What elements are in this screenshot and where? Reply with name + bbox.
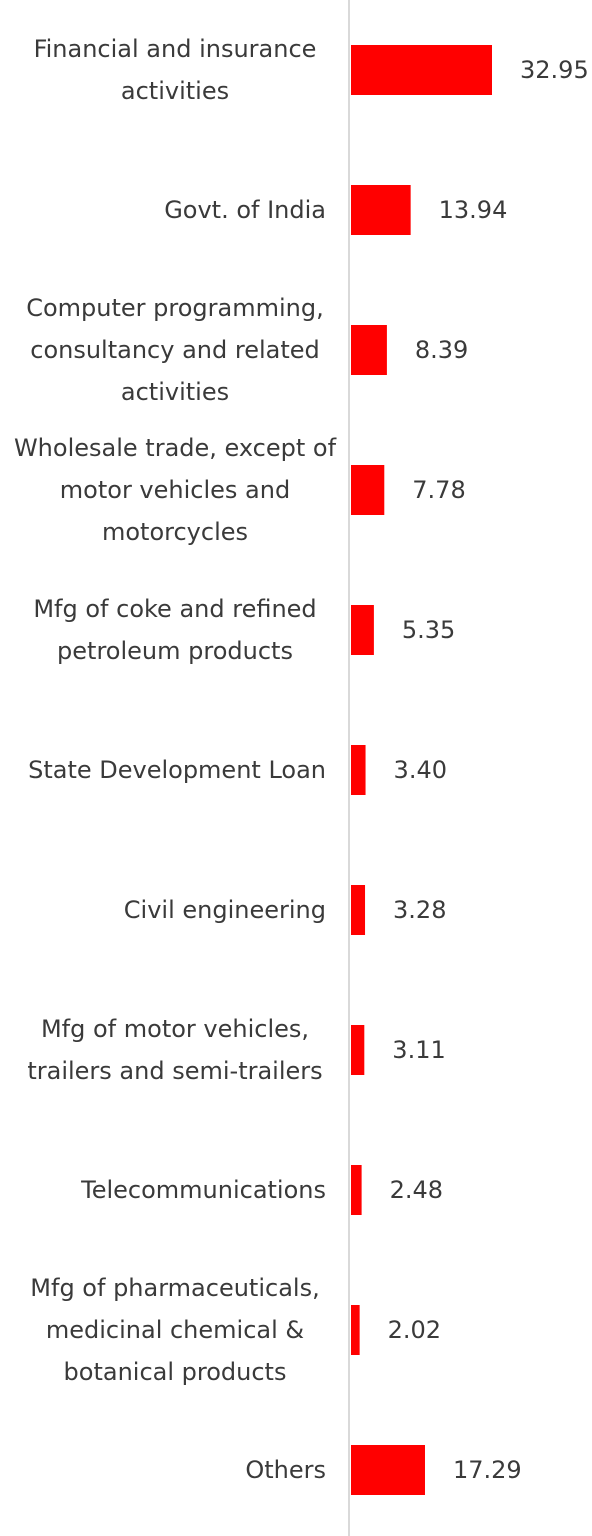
category-label: botanical products [64, 1358, 287, 1386]
bar [351, 1025, 365, 1075]
value-label: 2.02 [388, 1316, 441, 1344]
bar [351, 1305, 360, 1355]
bars-group [351, 45, 492, 1495]
bar [351, 1445, 425, 1495]
bar [351, 465, 385, 515]
category-labels-group: Financial and insurance activities Govt. o… [14, 35, 337, 1484]
bar [351, 605, 374, 655]
value-label: 3.28 [393, 896, 446, 924]
category-label: Others [245, 1456, 326, 1484]
category-label: petroleum products [57, 637, 293, 665]
value-labels-group: 32.95 13.94 8.39 7.78 5.35 3.40 3.28 3.11 2.48 2.… [388, 56, 589, 1484]
bar [351, 185, 411, 235]
category-label: Financial and insurance [34, 35, 317, 63]
value-label: 17.29 [453, 1456, 522, 1484]
value-label: 32.95 [520, 56, 589, 84]
category-label: Telecommunications [80, 1176, 326, 1204]
value-label: 13.94 [439, 196, 508, 224]
category-label: Computer programming, [26, 294, 324, 322]
value-label: 7.78 [412, 476, 465, 504]
value-label: 3.40 [394, 756, 447, 784]
category-label: Civil engineering [124, 896, 326, 924]
category-label: Mfg of pharmaceuticals, [30, 1274, 319, 1302]
bar [351, 745, 366, 795]
category-label: activities [121, 378, 229, 406]
value-label: 8.39 [415, 336, 468, 364]
bar [351, 45, 492, 95]
category-label: Mfg of motor vehicles, [41, 1015, 309, 1043]
category-label: consultancy and related [30, 336, 320, 364]
bar [351, 1165, 362, 1215]
category-label: Mfg of coke and refined [33, 595, 316, 623]
category-label: trailers and semi-trailers [27, 1057, 322, 1085]
category-label: activities [121, 77, 229, 105]
value-label: 5.35 [402, 616, 455, 644]
category-label: motorcycles [102, 518, 248, 546]
category-label: Wholesale trade, except of [14, 434, 337, 462]
category-label: Govt. of India [164, 196, 326, 224]
category-label: State Development Loan [28, 756, 326, 784]
value-label: 2.48 [390, 1176, 443, 1204]
category-label: motor vehicles and [60, 476, 290, 504]
bar [351, 885, 366, 935]
category-label: medicinal chemical & [46, 1316, 304, 1344]
bar [351, 325, 387, 375]
value-label: 3.11 [392, 1036, 445, 1064]
